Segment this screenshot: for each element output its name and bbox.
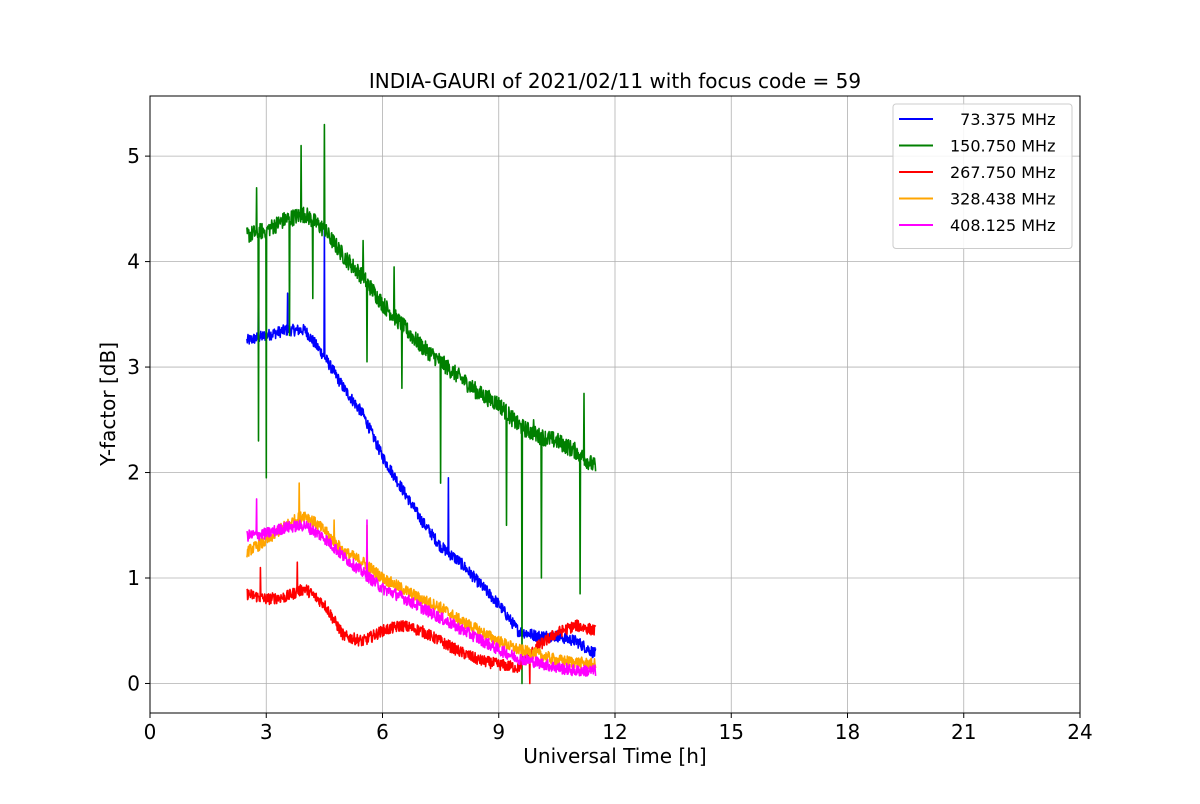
series-line <box>246 498 597 677</box>
legend-label: 408.125 MHz <box>950 216 1055 235</box>
y-tick-label: 5 <box>127 144 140 168</box>
series-line <box>246 561 597 685</box>
x-tick-label: 3 <box>260 720 273 744</box>
legend-label: 150.750 MHz <box>950 137 1055 156</box>
x-tick-label: 24 <box>1067 720 1092 744</box>
x-tick-label: 6 <box>376 720 389 744</box>
x-tick-label: 0 <box>144 720 157 744</box>
x-tick-label: 9 <box>492 720 505 744</box>
plot-series <box>246 123 597 685</box>
y-tick-label: 3 <box>127 355 140 379</box>
series-line <box>246 482 597 671</box>
y-tick-label: 0 <box>127 671 140 695</box>
x-tick-label: 15 <box>719 720 744 744</box>
y-tick-label: 1 <box>127 566 140 590</box>
legend-box <box>892 103 1073 249</box>
chart-title: INDIA-GAURI of 2021/02/11 with focus cod… <box>369 69 861 93</box>
y-tick-label: 4 <box>127 250 140 274</box>
x-tick-label: 12 <box>602 720 627 744</box>
legend-label: 267.750 MHz <box>950 163 1055 182</box>
y-tick-label: 2 <box>127 461 140 485</box>
legend: 73.375 MHz 150.750 MHz 267.750 MHz 328.438 … <box>892 103 1073 249</box>
legend-label: 73.375 MHz <box>950 110 1055 129</box>
x-tick-label: 21 <box>951 720 976 744</box>
series-line <box>246 229 597 659</box>
series-line <box>246 123 597 685</box>
legend-label: 328.438 MHz <box>950 190 1055 209</box>
x-axis-label: Universal Time [h] <box>523 744 706 768</box>
y-axis-label: Y-factor [dB] <box>96 342 120 467</box>
x-tick-label: 18 <box>835 720 860 744</box>
